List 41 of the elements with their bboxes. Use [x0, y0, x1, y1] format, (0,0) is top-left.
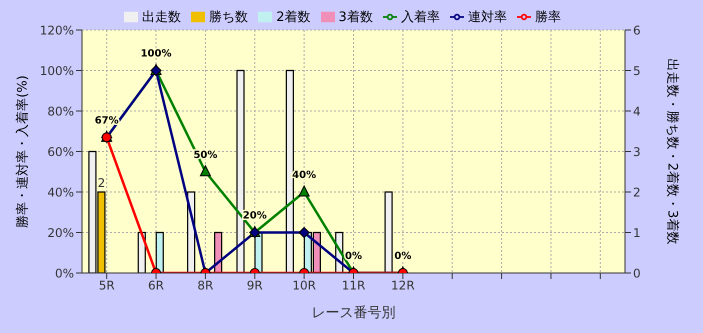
y2-axis-title: 出走数・勝ち数・2着数・3着数 [664, 58, 680, 244]
x-tick-label: 12R [391, 278, 415, 293]
legend-label: 2着数 [276, 10, 310, 25]
data-label: 67% [94, 115, 119, 126]
x-tick-label: 5R [98, 278, 115, 293]
x-tick-label: 6R [148, 278, 164, 293]
y-axis-title: 勝率・連対率・入着率(%) [14, 75, 31, 228]
x-tick-label: 11R [342, 278, 366, 293]
x-axis-title: レース番号別 [312, 305, 396, 321]
y2-tick-label: 4 [633, 104, 641, 118]
y-tick-label: 40% [47, 185, 74, 200]
bar [236, 70, 245, 273]
data-label: 0% [394, 251, 412, 262]
y-tick-label: 120% [40, 23, 74, 38]
point [298, 186, 310, 196]
data-label: 0% [345, 251, 362, 262]
y-tick-label: 100% [40, 64, 74, 78]
point [200, 165, 211, 176]
legend-label: 勝率 [534, 10, 561, 25]
y-tick-label: 80% [47, 104, 74, 118]
bar [384, 191, 393, 273]
y2-tick-label: 6 [633, 23, 641, 38]
legend-label: 連対率 [468, 10, 507, 25]
y2-tick-label: 2 [633, 185, 641, 200]
bar [286, 70, 294, 273]
y2-tick-label: 1 [633, 226, 641, 240]
x-tick-label: 10R [292, 278, 316, 293]
y-tick-label: 20% [47, 226, 74, 240]
legend-label: 出走数 [142, 10, 182, 25]
y-tick-label: 0% [54, 266, 74, 280]
y2-tick-label: 0 [633, 266, 641, 280]
legend-label: 入着率 [400, 10, 440, 25]
data-label: 2 [98, 176, 106, 190]
x-tick-label: 9R [246, 278, 263, 293]
x-tick-label: 8R [197, 278, 214, 293]
data-label: 100% [140, 48, 172, 60]
y2-tick-label: 5 [633, 64, 641, 78]
legend-label: 3着数 [338, 10, 373, 25]
legend-label: 勝ち数 [209, 10, 248, 25]
y2-tick-label: 3 [633, 144, 641, 159]
y-tick-label: 60% [47, 144, 74, 159]
